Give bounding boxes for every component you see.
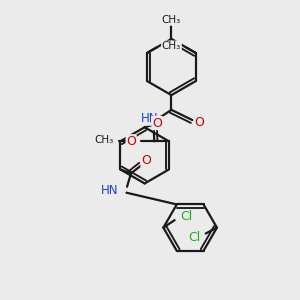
Text: CH₃: CH₃	[162, 41, 181, 51]
Text: Cl: Cl	[189, 231, 201, 244]
Text: CH₃: CH₃	[162, 15, 181, 25]
Text: HN: HN	[101, 184, 119, 196]
Text: Cl: Cl	[180, 210, 192, 224]
Text: O: O	[141, 154, 151, 167]
Text: CH₃: CH₃	[162, 41, 181, 51]
Text: HN: HN	[141, 112, 159, 125]
Text: CH₃: CH₃	[94, 135, 114, 145]
Text: O: O	[126, 135, 136, 148]
Text: O: O	[195, 116, 205, 129]
Text: O: O	[152, 117, 162, 130]
